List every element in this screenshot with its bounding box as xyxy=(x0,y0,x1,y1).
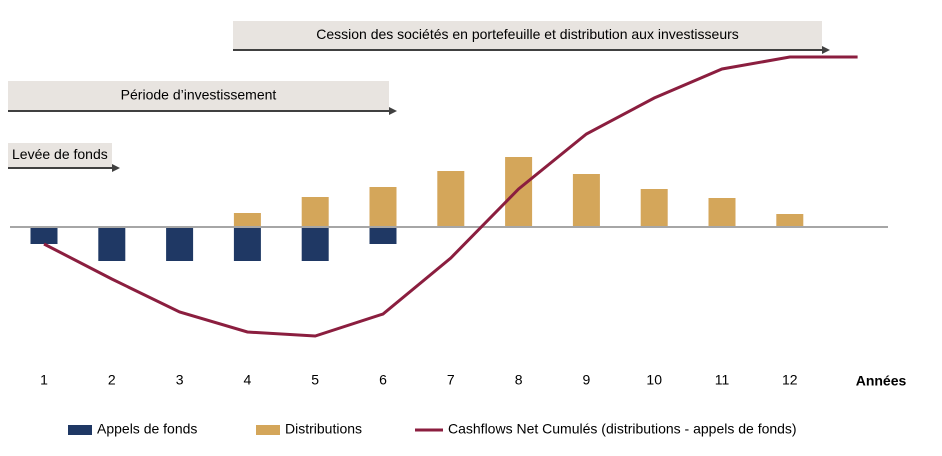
legend-label: Distributions xyxy=(285,421,362,437)
x-tick-label: 2 xyxy=(108,372,116,388)
phase-arrow-head xyxy=(112,164,120,172)
phase-label: Levée de fonds xyxy=(12,146,108,162)
bar xyxy=(233,227,261,261)
x-tick-label: 10 xyxy=(646,372,662,388)
x-tick-label: 1 xyxy=(40,372,48,388)
bar xyxy=(301,197,329,227)
legend-label: Appels de fonds xyxy=(97,421,197,437)
phase-label: Cession des sociétés en portefeuille et … xyxy=(316,26,739,42)
bar xyxy=(166,227,194,261)
x-tick-label: 7 xyxy=(447,372,455,388)
x-tick-label: 5 xyxy=(311,372,319,388)
bar xyxy=(98,227,126,261)
bar xyxy=(708,198,736,227)
x-tick-label: 3 xyxy=(176,372,184,388)
phase-banner xyxy=(233,21,822,50)
phase-arrow-head xyxy=(822,46,830,54)
x-tick-label: 8 xyxy=(515,372,523,388)
legend-label: Cashflows Net Cumulés (distributions - a… xyxy=(448,421,797,437)
phase-banner xyxy=(8,143,112,168)
bar xyxy=(640,189,668,227)
phase-label: Période d’investissement xyxy=(121,87,277,103)
legend-swatch xyxy=(256,425,280,435)
x-tick-label: 11 xyxy=(715,372,730,388)
legend-swatch xyxy=(68,425,92,435)
cumulative-line xyxy=(43,55,858,338)
phase-arrow-head xyxy=(389,107,397,115)
x-tick-label: 4 xyxy=(244,372,252,388)
bar xyxy=(505,157,533,227)
bar xyxy=(369,227,397,244)
bar xyxy=(301,227,329,261)
phase-banner xyxy=(8,81,389,111)
bar xyxy=(572,174,600,227)
x-axis-label: Années xyxy=(856,373,907,389)
bar xyxy=(30,227,58,244)
bar xyxy=(437,171,465,227)
bar xyxy=(233,213,261,227)
x-tick-label: 9 xyxy=(583,372,591,388)
x-tick-label: 12 xyxy=(782,372,798,388)
bar xyxy=(369,187,397,227)
bar xyxy=(776,214,804,227)
x-tick-label: 6 xyxy=(379,372,387,388)
